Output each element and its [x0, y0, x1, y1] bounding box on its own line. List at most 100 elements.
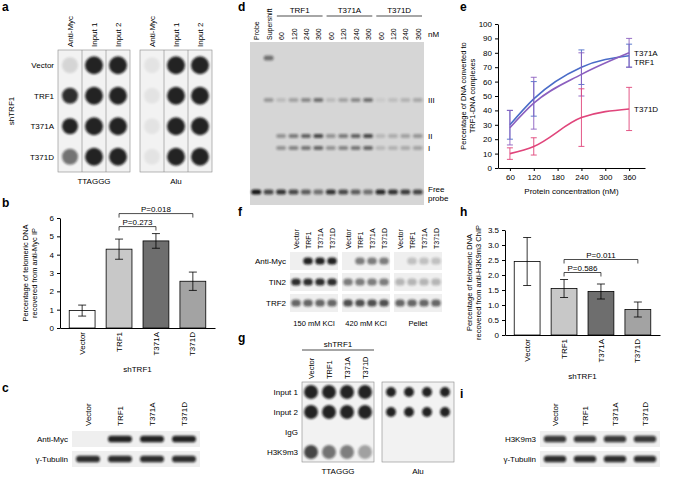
lane-label: 120 — [390, 28, 397, 40]
row-label: TRF2 — [266, 299, 287, 308]
label-line: Free — [428, 185, 445, 194]
lane-label: 360 — [415, 28, 422, 40]
band — [431, 257, 441, 264]
dot — [322, 445, 336, 459]
lane-label: 240 — [402, 28, 409, 40]
dot — [191, 117, 209, 135]
error-bar — [152, 234, 160, 249]
band — [76, 456, 100, 463]
header-line — [302, 350, 374, 351]
band — [400, 134, 410, 138]
blot-strip — [540, 451, 660, 467]
panel-letter: c — [2, 381, 9, 395]
band — [634, 436, 657, 443]
error-bar — [578, 89, 584, 147]
line-chart: 010203040506070809010060120180240300360T… — [459, 20, 658, 196]
column-label: Input 2 — [196, 22, 205, 47]
band — [407, 278, 417, 285]
band — [604, 436, 627, 443]
band — [313, 134, 323, 138]
blot-strip — [290, 252, 338, 270]
band — [327, 278, 337, 285]
dot — [440, 407, 450, 417]
band — [140, 456, 164, 463]
tick-mark — [495, 38, 498, 39]
error-bar — [78, 305, 86, 316]
band — [544, 436, 567, 443]
band — [395, 299, 405, 306]
band — [574, 456, 597, 463]
dot — [404, 407, 414, 417]
x-axis-title: Protein concentration (nM) — [524, 187, 619, 196]
lane-label: T371A — [611, 402, 620, 426]
lane-label: 120 — [340, 28, 347, 40]
tick-label: 10 — [483, 150, 492, 159]
legend-label: T371D — [634, 105, 658, 114]
group-line — [327, 16, 373, 17]
band — [315, 299, 325, 306]
group-line — [376, 16, 422, 17]
tick-mark — [57, 328, 60, 329]
band — [276, 134, 286, 138]
error-bar — [531, 138, 537, 155]
dot — [144, 88, 160, 104]
tick-label: T371D — [188, 332, 197, 356]
band — [367, 278, 377, 285]
dot — [340, 445, 354, 459]
tick-label: 0 — [488, 164, 493, 173]
tick-mark — [502, 230, 505, 231]
dot — [167, 87, 185, 105]
group-label: TRF1 — [290, 6, 311, 15]
dot — [167, 56, 185, 74]
column-label: Input 1 — [90, 22, 99, 47]
panel-letter: h — [460, 205, 467, 219]
band — [355, 299, 365, 306]
band — [264, 190, 274, 195]
tick-mark — [495, 110, 498, 111]
error-bar — [507, 110, 513, 145]
group-line — [277, 16, 323, 17]
blot-strip — [394, 294, 442, 312]
band — [140, 436, 164, 443]
band — [544, 456, 567, 463]
panel-f: VectorTRF1T371AT371D150 mM KClVectorTRF1… — [255, 228, 442, 328]
lane-label: 60 — [278, 32, 285, 40]
error-bar — [115, 239, 123, 259]
band — [264, 98, 274, 102]
blot-strip — [72, 451, 200, 467]
tick-label: T371D — [633, 339, 642, 363]
row-label: IgG — [285, 428, 298, 437]
lane-label: T371D — [641, 402, 650, 426]
row-label: Vector — [31, 61, 54, 70]
band — [413, 190, 423, 195]
tick-label: 60 — [506, 173, 515, 182]
lane-label: 240 — [353, 28, 360, 40]
lane-label: T371D — [433, 228, 440, 249]
y-tick: 70 — [483, 63, 498, 72]
blot-label: Alu — [412, 467, 424, 476]
band — [291, 299, 301, 306]
tick-label: 3.5 — [488, 226, 500, 235]
panel-letter: i — [460, 387, 463, 401]
tick-mark — [629, 168, 630, 171]
panel-letter: b — [2, 196, 9, 210]
band — [338, 190, 348, 195]
row-header: shTRF1 — [7, 96, 16, 125]
bar — [106, 249, 132, 328]
column-label: Anti-Myc — [148, 16, 157, 47]
dot — [358, 405, 372, 419]
band — [376, 134, 386, 138]
row-label: Input 2 — [274, 408, 299, 417]
dot — [358, 445, 372, 459]
tick-label: 120 — [528, 173, 542, 182]
x-axis-title: shTRF1 — [568, 372, 597, 381]
label-line: recovered from anti-H3K9m3 ChIP — [474, 225, 483, 340]
dot — [144, 118, 160, 134]
band — [289, 134, 299, 138]
tick-label: 1 — [50, 306, 55, 315]
tick-label: 180 — [551, 173, 565, 182]
band — [276, 98, 286, 102]
row-label: T371D — [30, 153, 54, 162]
band — [574, 436, 597, 443]
band — [407, 257, 417, 264]
